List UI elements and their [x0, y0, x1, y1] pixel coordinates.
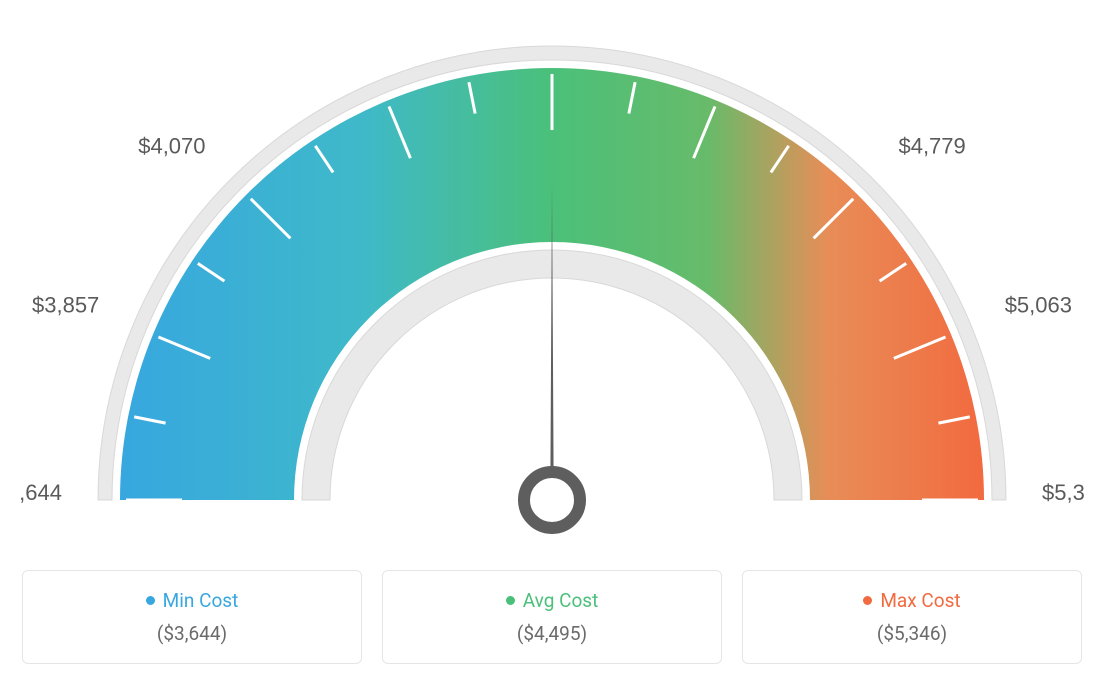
min-cost-card: Min Cost ($3,644) — [22, 570, 362, 664]
min-cost-title: Min Cost — [146, 589, 239, 612]
min-cost-value: ($3,644) — [43, 622, 341, 645]
min-dot-icon — [146, 596, 155, 605]
avg-cost-label: Avg Cost — [523, 589, 599, 612]
avg-dot-icon — [506, 596, 515, 605]
svg-text:$3,644: $3,644 — [20, 480, 62, 505]
max-cost-label: Max Cost — [880, 589, 960, 612]
avg-cost-title: Avg Cost — [506, 589, 599, 612]
svg-text:$4,070: $4,070 — [138, 134, 205, 159]
min-cost-label: Min Cost — [163, 589, 239, 612]
max-cost-card: Max Cost ($5,346) — [742, 570, 1082, 664]
max-cost-title: Max Cost — [863, 589, 960, 612]
svg-text:$5,063: $5,063 — [1005, 292, 1072, 317]
svg-text:$3,857: $3,857 — [32, 292, 99, 317]
cost-cards: Min Cost ($3,644) Avg Cost ($4,495) Max … — [20, 570, 1084, 664]
max-cost-value: ($5,346) — [763, 622, 1061, 645]
gauge-chart: $3,644$3,857$4,070$4,495$4,779$5,063$5,3… — [20, 20, 1084, 560]
avg-cost-value: ($4,495) — [403, 622, 701, 645]
gauge-svg: $3,644$3,857$4,070$4,495$4,779$5,063$5,3… — [20, 20, 1084, 560]
svg-text:$4,779: $4,779 — [898, 134, 965, 159]
avg-cost-card: Avg Cost ($4,495) — [382, 570, 722, 664]
max-dot-icon — [863, 596, 872, 605]
svg-text:$5,346: $5,346 — [1042, 480, 1084, 505]
